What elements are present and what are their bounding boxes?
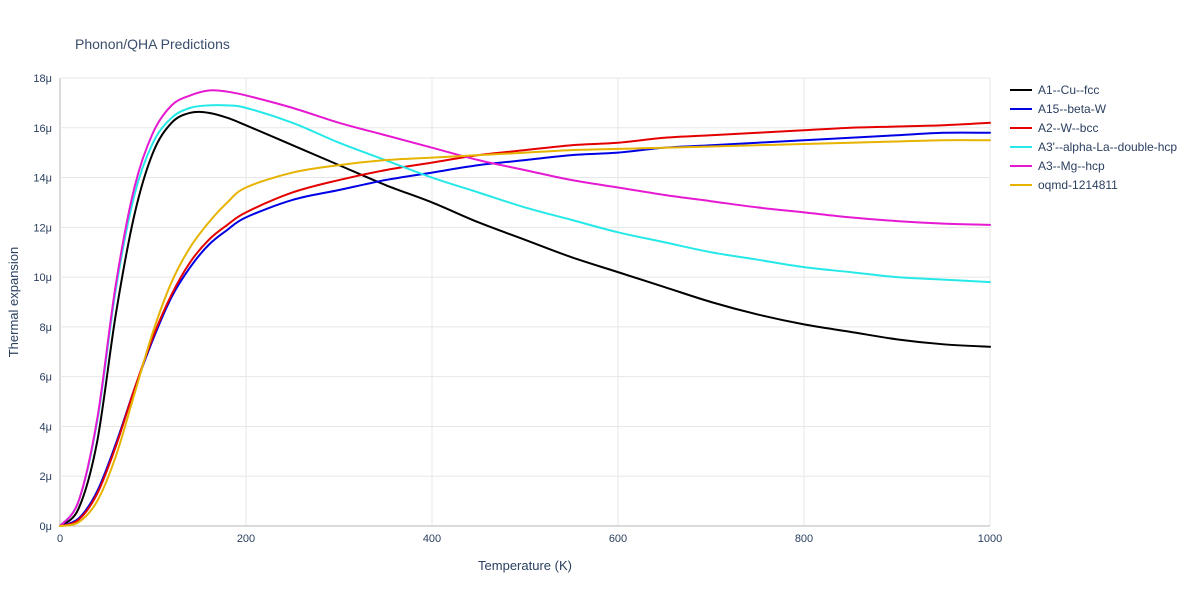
legend-item[interactable]: oqmd-1214811 — [1010, 175, 1177, 194]
legend-swatch — [1010, 127, 1032, 129]
x-tick-label: 0 — [57, 533, 63, 545]
legend-label: A3--Mg--hcp — [1038, 159, 1105, 173]
y-tick-label: 10μ — [33, 272, 52, 284]
series-line[interactable] — [60, 112, 990, 526]
legend-item[interactable]: A2--W--bcc — [1010, 118, 1177, 137]
y-tick-label: 2μ — [40, 471, 52, 483]
series-line[interactable] — [60, 90, 990, 526]
y-tick-label: 12μ — [33, 222, 52, 234]
chart-legend: A1--Cu--fcc A15--beta-W A2--W--bcc A3'--alp… — [1010, 80, 1177, 194]
y-axis-label: Thermal expansion — [6, 247, 21, 358]
legend-item[interactable]: A3'--alpha-La--double-hcp — [1010, 137, 1177, 156]
legend-item[interactable]: A15--beta-W — [1010, 99, 1177, 118]
legend-swatch — [1010, 108, 1032, 110]
x-tick-label: 400 — [423, 533, 441, 545]
series-line[interactable] — [60, 105, 990, 526]
legend-swatch — [1010, 165, 1032, 167]
legend-label: A2--W--bcc — [1038, 121, 1098, 135]
series-line[interactable] — [60, 123, 990, 526]
legend-item[interactable]: A3--Mg--hcp — [1010, 156, 1177, 175]
y-tick-label: 4μ — [40, 421, 52, 433]
y-tick-label: 14μ — [33, 173, 52, 185]
series-line[interactable] — [60, 140, 990, 526]
legend-label: A15--beta-W — [1038, 102, 1106, 116]
legend-label: A1--Cu--fcc — [1038, 83, 1099, 97]
legend-swatch — [1010, 184, 1032, 186]
chart-title: Phonon/QHA Predictions — [75, 36, 230, 52]
x-tick-label: 800 — [795, 533, 813, 545]
legend-label: oqmd-1214811 — [1038, 178, 1118, 192]
legend-item[interactable]: A1--Cu--fcc — [1010, 80, 1177, 99]
y-tick-label: 18μ — [33, 73, 52, 85]
x-tick-label: 1000 — [978, 533, 1002, 545]
legend-swatch — [1010, 146, 1032, 148]
y-tick-label: 6μ — [40, 372, 52, 384]
y-tick-label: 0μ — [40, 521, 52, 533]
x-axis-label: Temperature (K) — [478, 558, 572, 573]
chart-container: Phonon/QHA Predictions 0 200 400 600 800 1000… — [0, 0, 1200, 600]
legend-label: A3'--alpha-La--double-hcp — [1038, 140, 1177, 154]
y-tick-label: 8μ — [40, 322, 52, 334]
series-line[interactable] — [60, 133, 990, 526]
x-tick-label: 200 — [237, 533, 255, 545]
x-tick-label: 600 — [609, 533, 627, 545]
y-tick-label: 16μ — [33, 123, 52, 135]
legend-swatch — [1010, 89, 1032, 91]
